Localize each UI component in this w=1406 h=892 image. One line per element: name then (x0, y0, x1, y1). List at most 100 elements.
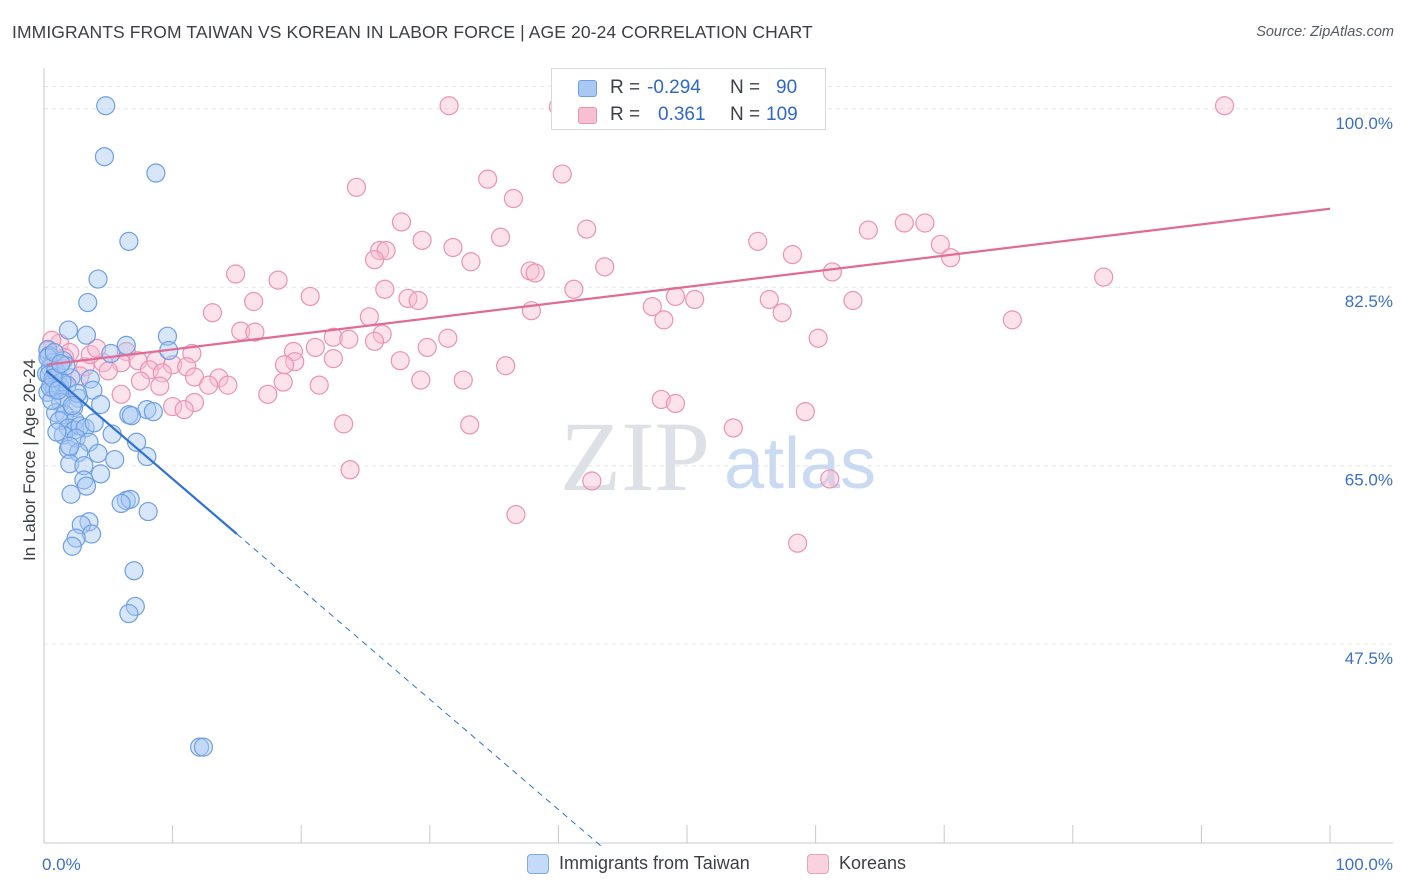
legend-row-korean: R = 0.361 N = 109 (552, 101, 825, 129)
korean-point (582, 471, 602, 491)
korean-r-label: R = (610, 104, 641, 125)
taiwan-n-label: N = (730, 77, 761, 98)
korean-point (460, 415, 480, 435)
korean-point (202, 303, 223, 323)
korean-swatch (578, 107, 597, 124)
korean-point (577, 219, 597, 239)
korean-point (808, 328, 828, 348)
korean-point (1094, 267, 1114, 287)
taiwan-point (44, 342, 64, 363)
bottom-taiwan-label: Immigrants from Taiwan (559, 853, 750, 873)
korean-point (184, 367, 205, 387)
legend-row-taiwan: R = -0.294 N = 90 (552, 74, 825, 102)
taiwan-point (79, 512, 99, 532)
taiwan-point (126, 432, 147, 452)
korean-point (339, 329, 359, 349)
korean-point (98, 361, 118, 381)
korean-trend-line (46, 207, 1331, 366)
korean-point (843, 290, 863, 311)
korean-point (334, 414, 354, 434)
taiwan-point (60, 454, 80, 474)
korean-point (323, 349, 343, 369)
korean-point (748, 231, 768, 251)
korean-n-value: 109 (766, 104, 798, 125)
korean-point (478, 169, 498, 189)
korean-point (268, 270, 288, 290)
taiwan-trend-extension (236, 533, 604, 849)
korean-point (244, 291, 264, 312)
korean-point (174, 400, 194, 420)
taiwan-point (81, 524, 102, 544)
korean-point (453, 370, 473, 390)
korean-point (595, 257, 615, 277)
taiwan-point (146, 163, 166, 183)
korean-point (564, 279, 584, 299)
korean-point (199, 375, 219, 395)
korean-point (163, 355, 183, 375)
korean-point (323, 327, 343, 347)
korean-point (370, 240, 390, 261)
taiwan-point (61, 484, 81, 504)
taiwan-point (111, 493, 131, 514)
taiwan-point (88, 443, 108, 464)
taiwan-points (36, 96, 214, 757)
trend-lines (45, 207, 1331, 849)
x-tick-label: 100.0% (1335, 855, 1393, 874)
taiwan-point (48, 380, 68, 400)
korean-point (163, 396, 183, 417)
taiwan-point (90, 394, 111, 415)
taiwan-point (67, 383, 88, 403)
taiwan-point (125, 596, 145, 617)
korean-point (417, 337, 437, 358)
korean-point (346, 177, 367, 197)
taiwan-point (94, 147, 115, 167)
korean-point (654, 310, 674, 330)
y-tick-label: 47.5% (1345, 649, 1393, 668)
taiwan-point (138, 501, 158, 522)
korean-point (1214, 96, 1235, 116)
korean-point (506, 505, 526, 525)
korean-point (820, 469, 840, 489)
korean-point (490, 227, 511, 247)
korean-point (364, 331, 385, 351)
korean-point (130, 371, 151, 391)
tick-labels: 47.5% 65.0% 82.5% 100.0% 0.0% 100.0% (42, 114, 1393, 874)
korean-point (390, 351, 410, 371)
korean-point (795, 402, 815, 422)
korean-point (443, 237, 463, 258)
korean-point (87, 338, 107, 359)
korean-point (309, 375, 329, 395)
korean-point (461, 252, 481, 272)
korean-point (111, 384, 131, 404)
korean-point (439, 96, 459, 116)
korean-point (759, 289, 779, 310)
korean-point (438, 328, 458, 348)
stats-legend: R = -0.294 N = 90 R = 0.361 N = 109 (551, 68, 826, 130)
watermark-atlas: atlas (724, 424, 876, 504)
korean-point (552, 164, 572, 184)
korean-point (150, 376, 170, 396)
taiwan-point (143, 402, 163, 422)
korean-point (858, 220, 878, 240)
korean-point (305, 337, 325, 358)
taiwan-point (84, 413, 104, 433)
korean-point (274, 355, 295, 375)
taiwan-swatch (578, 80, 597, 97)
korean-point (782, 245, 803, 265)
korean-point (412, 230, 432, 250)
watermark: ZIP atlas (560, 401, 876, 512)
taiwan-point (76, 325, 97, 345)
taiwan-point (90, 464, 111, 484)
korean-point (372, 324, 392, 344)
taiwan-point (88, 269, 108, 289)
korean-point (375, 279, 395, 299)
taiwan-point (60, 436, 80, 456)
korean-point (642, 297, 662, 317)
korean-point (651, 389, 671, 410)
taiwan-point (119, 231, 139, 251)
korean-point (787, 533, 808, 553)
korean-point (408, 290, 428, 311)
korean-point (75, 357, 95, 377)
korean-point (496, 356, 516, 376)
